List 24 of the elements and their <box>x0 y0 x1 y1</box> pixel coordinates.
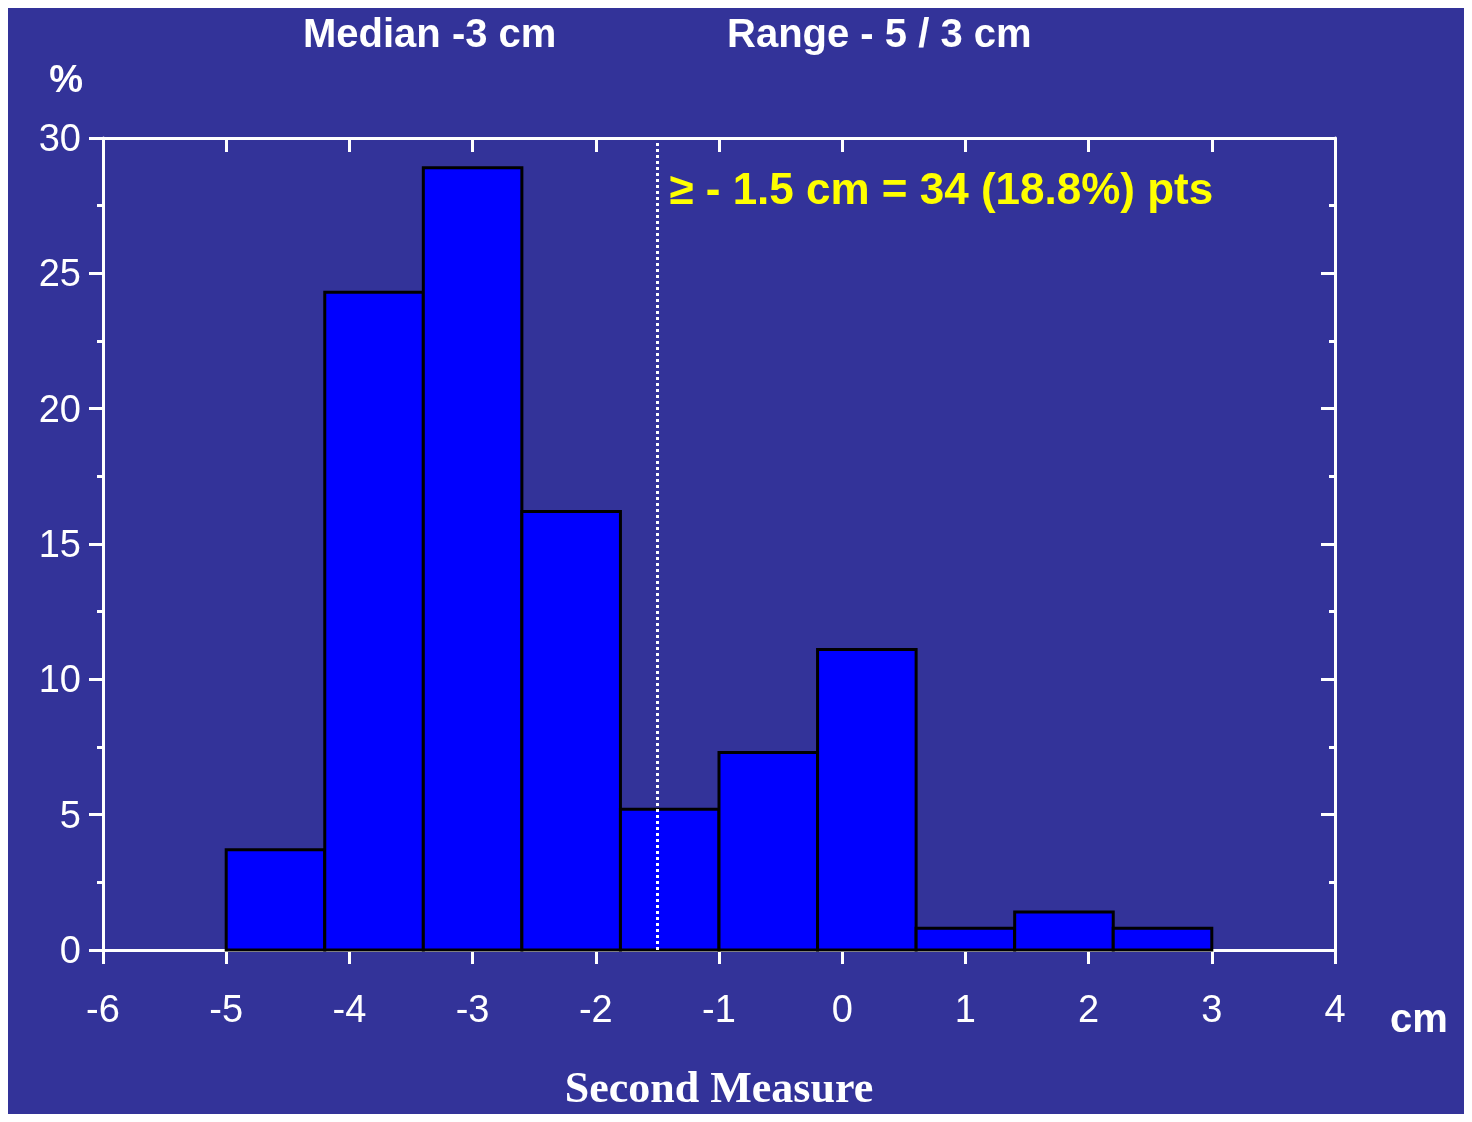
y-tick-label: 5 <box>59 793 81 836</box>
y-tick-label: 30 <box>38 117 81 159</box>
x-tick-label: -2 <box>578 988 613 1030</box>
ref-line-label: ≥ - 1.5 cm = 34 (18.8%) pts <box>669 163 1214 213</box>
x-tick-label: -3 <box>455 988 490 1030</box>
x-tick-label: -6 <box>86 988 120 1030</box>
x-axis-title: Second Measure <box>564 1062 874 1112</box>
y-tick-label: 20 <box>38 387 81 430</box>
x-tick-label: -5 <box>209 988 244 1030</box>
y-tick-label: 25 <box>38 252 81 295</box>
y-tick-label: 10 <box>38 658 81 701</box>
y-tick-label: 0 <box>59 929 81 971</box>
x-tick-label: 2 <box>1078 988 1100 1030</box>
chart-title: Median -3 cm <box>303 11 557 55</box>
x-tick-label: 1 <box>954 988 976 1030</box>
x-tick-label: 4 <box>1324 988 1346 1030</box>
x-tick-label: 0 <box>831 988 853 1030</box>
x-tick-label: -4 <box>332 988 367 1030</box>
text: cm <box>1390 996 1448 1040</box>
y-axis-title: % <box>49 58 83 100</box>
x-tick-label: 3 <box>1201 988 1223 1030</box>
x-tick-label: -1 <box>702 988 736 1030</box>
chart-subtitle: Range - 5 / 3 cm <box>727 11 1032 55</box>
y-tick-label: 15 <box>38 523 81 565</box>
